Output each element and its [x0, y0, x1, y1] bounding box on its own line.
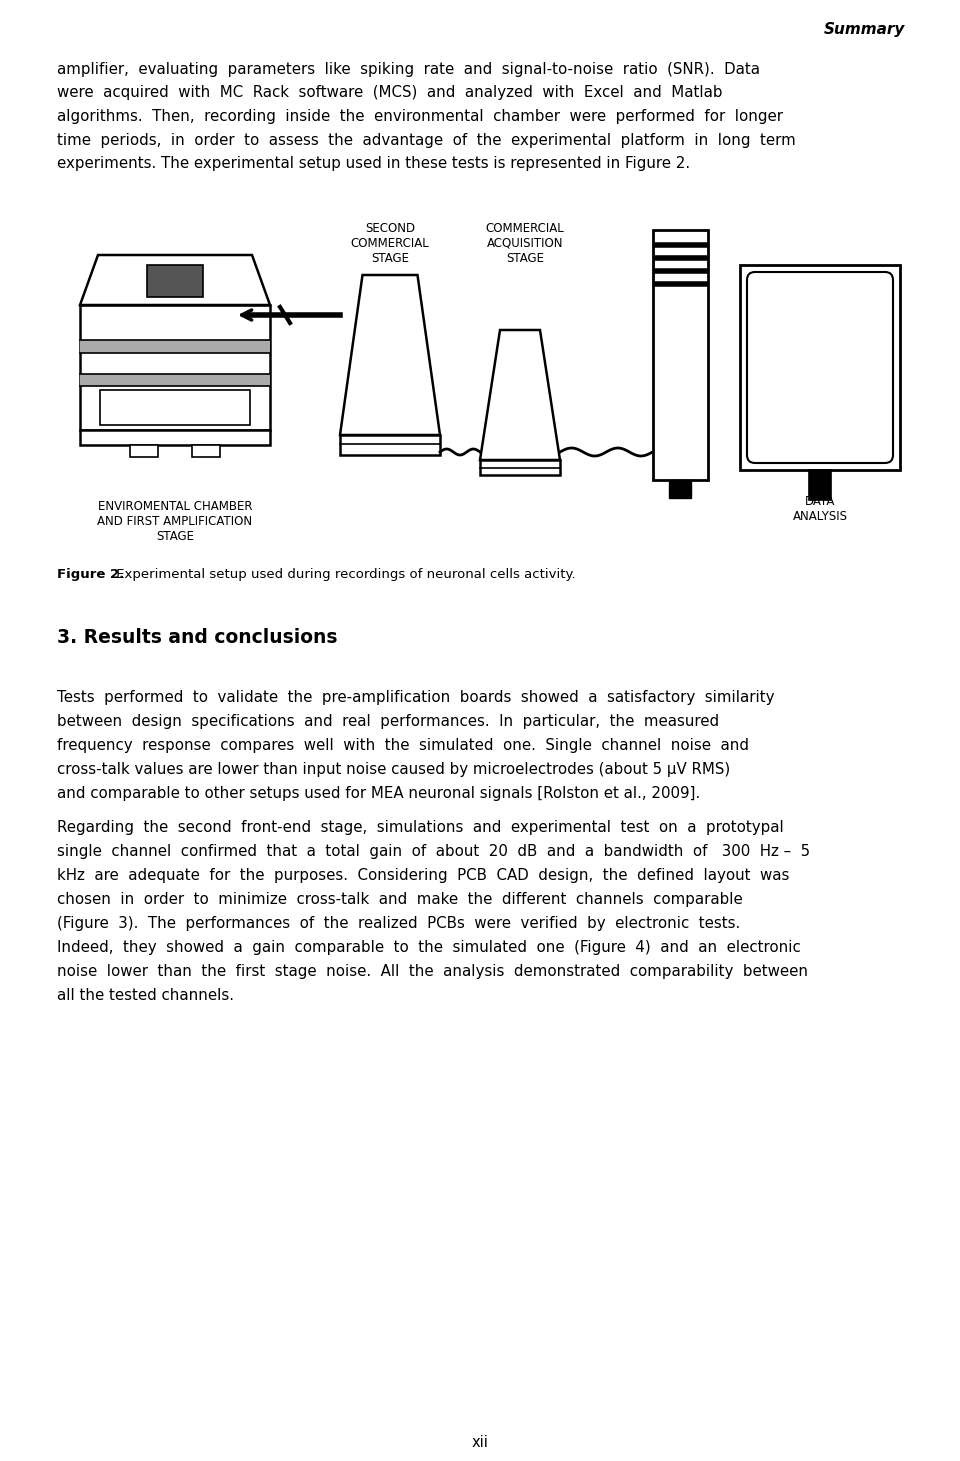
Bar — [669, 481, 691, 498]
Bar — [809, 470, 831, 500]
Bar — [80, 340, 270, 352]
Text: 3. Results and conclusions: 3. Results and conclusions — [57, 628, 338, 647]
Bar — [100, 390, 250, 425]
Polygon shape — [80, 256, 270, 305]
Text: (Figure  3).  The  performances  of  the  realized  PCBs  were  verified  by  el: (Figure 3). The performances of the real… — [57, 916, 740, 931]
Text: SECOND
COMMERCIAL
STAGE: SECOND COMMERCIAL STAGE — [350, 222, 429, 264]
Text: and comparable to other setups used for MEA neuronal signals [Rolston et al., 20: and comparable to other setups used for … — [57, 786, 700, 801]
Polygon shape — [340, 275, 440, 435]
Bar — [80, 305, 270, 430]
Bar — [480, 460, 560, 475]
Text: ENVIROMENTAL CHAMBER
AND FIRST AMPLIFICATION
STAGE: ENVIROMENTAL CHAMBER AND FIRST AMPLIFICA… — [97, 500, 252, 543]
Text: cross-talk values are lower than input noise caused by microelectrodes (about 5 : cross-talk values are lower than input n… — [57, 763, 731, 777]
Text: all the tested channels.: all the tested channels. — [57, 988, 234, 1004]
Text: DATA
ANALYSIS: DATA ANALYSIS — [793, 495, 848, 523]
Bar — [80, 430, 270, 446]
Text: xii: xii — [471, 1435, 489, 1449]
Text: experiments. The experimental setup used in these tests is represented in Figure: experiments. The experimental setup used… — [57, 156, 690, 171]
Bar — [80, 374, 270, 386]
Bar — [192, 446, 220, 457]
Bar — [653, 229, 708, 481]
Text: between  design  specifications  and  real  performances.  In  particular,  the : between design specifications and real p… — [57, 714, 719, 729]
Text: Figure 2.: Figure 2. — [57, 568, 124, 581]
Text: Regarding  the  second  front-end  stage,  simulations  and  experimental  test : Regarding the second front-end stage, si… — [57, 820, 783, 836]
Bar — [130, 446, 158, 457]
Text: algorithms.  Then,  recording  inside  the  environmental  chamber  were  perfor: algorithms. Then, recording inside the e… — [57, 110, 783, 124]
Text: Experimental setup used during recordings of neuronal cells activity.: Experimental setup used during recording… — [112, 568, 576, 581]
Text: single  channel  confirmed  that  a  total  gain  of  about  20  dB  and  a  ban: single channel confirmed that a total ga… — [57, 844, 810, 859]
Text: Summary: Summary — [824, 22, 905, 37]
Text: chosen  in  order  to  minimize  cross-talk  and  make  the  different  channels: chosen in order to minimize cross-talk a… — [57, 893, 743, 907]
Bar — [147, 264, 203, 297]
Polygon shape — [480, 330, 560, 460]
Bar — [740, 264, 900, 470]
Text: noise  lower  than  the  first  stage  noise.  All  the  analysis  demonstrated : noise lower than the first stage noise. … — [57, 964, 808, 979]
Text: time  periods,  in  order  to  assess  the  advantage  of  the  experimental  pl: time periods, in order to assess the adv… — [57, 133, 796, 148]
Text: Tests  performed  to  validate  the  pre-amplification  boards  showed  a  satis: Tests performed to validate the pre-ampl… — [57, 690, 775, 706]
Bar — [340, 435, 440, 454]
Text: kHz  are  adequate  for  the  purposes.  Considering  PCB  CAD  design,  the  de: kHz are adequate for the purposes. Consi… — [57, 868, 789, 882]
Text: frequency  response  compares  well  with  the  simulated  one.  Single  channel: frequency response compares well with th… — [57, 738, 749, 752]
Text: COMMERCIAL
ACQUISITION
STAGE: COMMERCIAL ACQUISITION STAGE — [486, 222, 564, 264]
Text: Indeed,  they  showed  a  gain  comparable  to  the  simulated  one  (Figure  4): Indeed, they showed a gain comparable to… — [57, 939, 801, 955]
Text: were  acquired  with  MC  Rack  software  (MCS)  and  analyzed  with  Excel  and: were acquired with MC Rack software (MCS… — [57, 86, 723, 101]
Text: amplifier,  evaluating  parameters  like  spiking  rate  and  signal-to-noise  r: amplifier, evaluating parameters like sp… — [57, 61, 760, 77]
FancyBboxPatch shape — [747, 272, 893, 463]
